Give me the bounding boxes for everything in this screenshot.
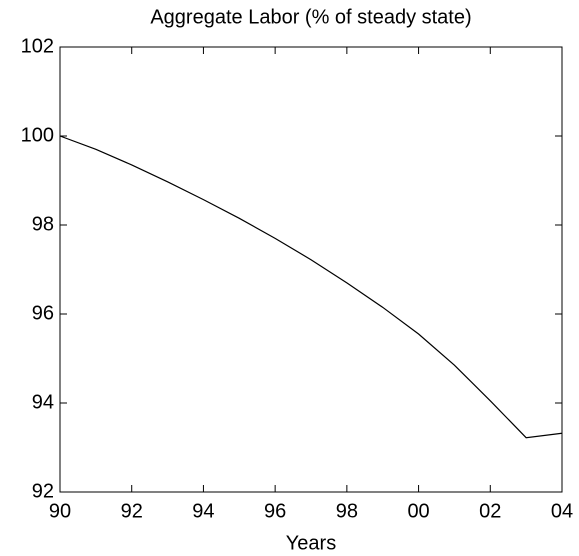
y-tick-label: 92 bbox=[32, 480, 54, 502]
y-tick-label: 100 bbox=[21, 124, 54, 146]
x-tick-label: 00 bbox=[407, 500, 429, 522]
x-axis-label: Years bbox=[286, 532, 336, 554]
y-tick-label: 96 bbox=[32, 302, 54, 324]
x-tick-label: 90 bbox=[49, 500, 71, 522]
chart-title: Aggregate Labor (% of steady state) bbox=[150, 6, 471, 28]
y-tick-label: 94 bbox=[32, 391, 54, 413]
x-tick-label: 94 bbox=[192, 500, 214, 522]
x-tick-label: 02 bbox=[479, 500, 501, 522]
plot-frame bbox=[59, 46, 563, 493]
x-tick-label: 92 bbox=[121, 500, 143, 522]
x-tick-label: 96 bbox=[264, 500, 286, 522]
data-line bbox=[59, 135, 563, 439]
x-tick-label: 04 bbox=[551, 500, 573, 522]
x-tick-label: 98 bbox=[336, 500, 358, 522]
y-tick-label: 102 bbox=[21, 35, 54, 57]
y-tick-label: 98 bbox=[32, 213, 54, 235]
